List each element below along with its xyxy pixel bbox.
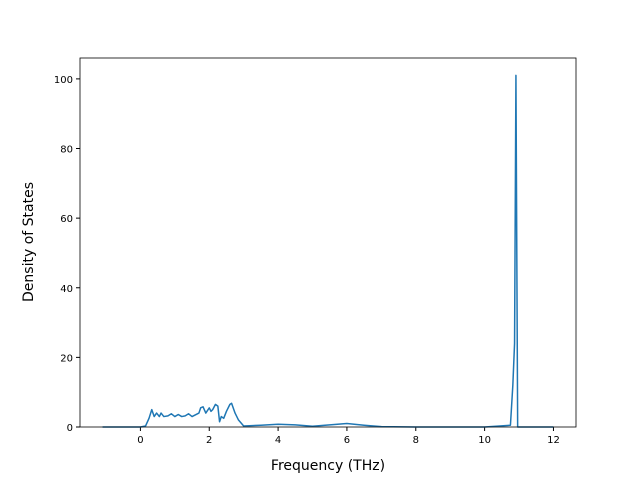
x-tick-label: 4 [275, 435, 281, 446]
x-tick-label: 10 [478, 435, 491, 446]
x-axis-label: Frequency (THz) [271, 458, 385, 474]
x-tick-label: 2 [206, 435, 212, 446]
x-tick-label: 12 [547, 435, 560, 446]
y-tick-label: 80 [60, 145, 73, 156]
plot-frame [79, 57, 577, 428]
line [102, 74, 554, 428]
y-tick-label: 40 [60, 284, 73, 295]
y-tick-label: 20 [60, 353, 73, 364]
y-tick-label: 100 [54, 75, 73, 86]
x-tick-label: 6 [344, 435, 350, 446]
x-tick-label: 8 [413, 435, 419, 446]
y-axis-label: Density of States [21, 182, 37, 302]
y-tick-label: 0 [67, 423, 73, 434]
y-tick-label: 60 [60, 214, 73, 225]
x-tick-label: 0 [137, 435, 143, 446]
